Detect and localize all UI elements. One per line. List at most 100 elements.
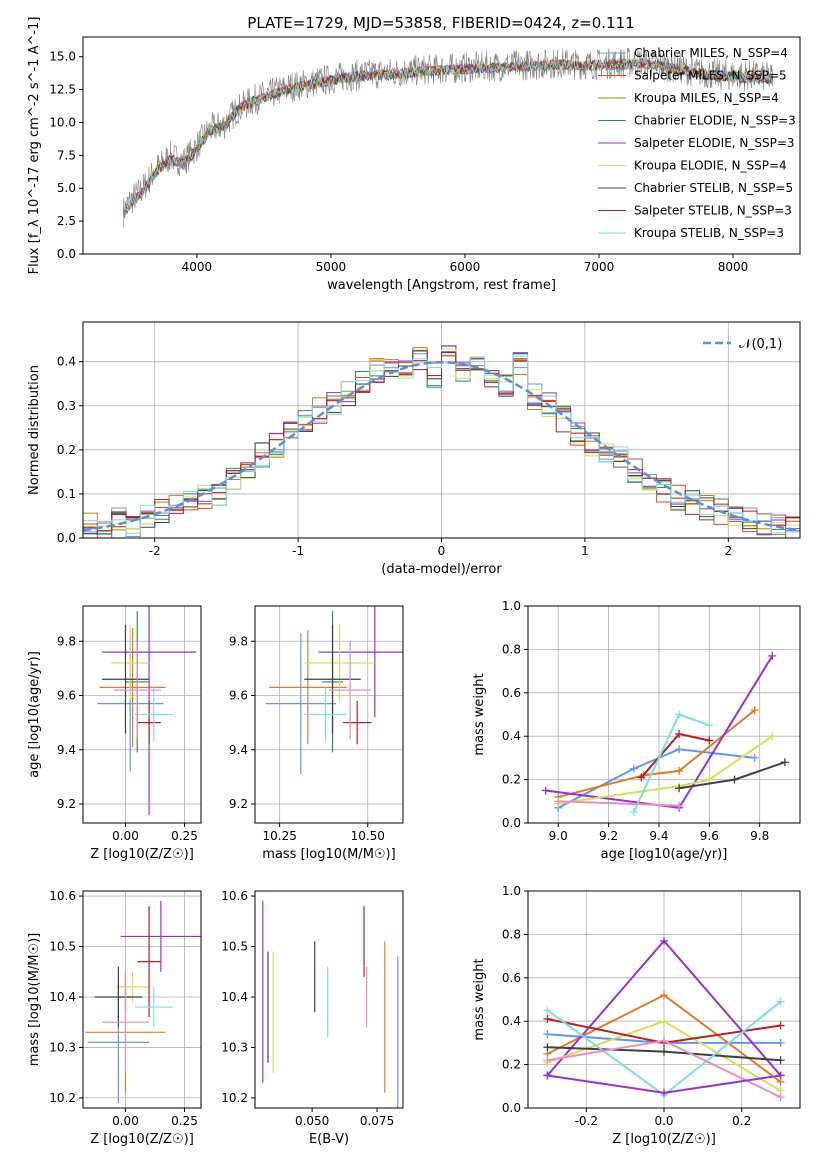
- weight-marker: [660, 1047, 668, 1056]
- x-tick-label: 0.00: [112, 1114, 139, 1128]
- y-tick-label: 0.6: [502, 686, 521, 700]
- y-tick-label: 2.5: [57, 214, 76, 228]
- x-tick-label: 9.6: [700, 829, 719, 843]
- x-tick-label: -1: [292, 544, 304, 558]
- legend-label: Chabrier ELODIE, N_SSP=3: [634, 114, 796, 128]
- weight-marker: [776, 997, 785, 1006]
- weight-marker: [543, 1015, 552, 1024]
- x-tick-label: 0.050: [295, 1114, 329, 1128]
- y-axis-label: Flux [f_λ 10^-17 erg cm^-2 s^-1 A^-1]: [27, 17, 42, 275]
- weight-marker: [637, 773, 646, 782]
- y-tick-label: 0.3: [57, 399, 76, 413]
- axes-frame: [82, 605, 202, 824]
- legend-label: Salpeter MILES, N_SSP=5: [634, 69, 787, 83]
- y-tick-label: 12.5: [49, 83, 76, 97]
- x-tick-label: 10.25: [262, 829, 296, 843]
- axes-frame: [254, 890, 404, 1109]
- y-tick-label: 0.4: [502, 1014, 521, 1028]
- x-tick-label: 2: [724, 544, 732, 558]
- y-tick-label: 10.5: [49, 940, 76, 954]
- y-tick-label: 0.2: [502, 773, 521, 787]
- x-tick-label: 9.4: [649, 829, 668, 843]
- y-tick-label: 10.6: [221, 889, 248, 903]
- x-tick-label: 9.2: [599, 829, 618, 843]
- x-axis-label: Z [log10(Z/Z☉)]: [90, 1132, 194, 1147]
- weight-marker: [750, 753, 759, 762]
- weight-line: [558, 735, 773, 805]
- x-tick-label: 10.50: [351, 829, 385, 843]
- y-tick-label: 10.4: [221, 990, 248, 1004]
- weight-marker: [730, 775, 739, 784]
- weight-marker: [750, 706, 759, 715]
- weight-marker: [780, 758, 789, 767]
- weight-marker: [629, 764, 638, 773]
- axes-frame: [82, 890, 202, 1109]
- y-tick-label: 0.4: [57, 355, 76, 369]
- plot-area: [122, 47, 774, 228]
- y-tick-label: 9.4: [57, 743, 76, 757]
- x-tick-label: 9.0: [549, 829, 568, 843]
- weight-marker: [660, 991, 668, 1000]
- weight-line: [678, 761, 786, 790]
- y-tick-label: 0.6: [502, 971, 521, 985]
- y-tick-label: 9.2: [229, 797, 248, 811]
- weight-marker: [675, 801, 684, 810]
- plot-area: [97, 606, 197, 815]
- axes-frame: [254, 605, 404, 824]
- legend-label: Kroupa MILES, N_SSP=4: [634, 91, 779, 105]
- panel-z-age: 0.00 0.25 9.2 9.4 9.6 9.8 Z [log10(Z/Z☉)] age […: [27, 605, 202, 862]
- plot-area: [262, 901, 399, 1108]
- y-axis-label: Normed distribution: [27, 365, 42, 495]
- plot-area: [541, 651, 789, 817]
- x-tick-label: 1: [581, 544, 589, 558]
- weight-marker: [629, 808, 638, 817]
- weight-marker: [660, 1088, 668, 1097]
- weight-marker: [705, 775, 714, 784]
- x-tick-label: 0.0: [654, 1114, 673, 1128]
- x-axis-label: (data-model)/error: [381, 562, 502, 577]
- y-tick-label: 10.4: [49, 990, 76, 1004]
- y-tick-label: 0.8: [502, 927, 521, 941]
- weight-line: [557, 709, 756, 798]
- y-axis-label: mass [log10(M/M☉)]: [27, 933, 42, 1066]
- y-tick-label: 10.2: [221, 1091, 248, 1105]
- weight-marker: [660, 1017, 668, 1026]
- x-tick-label: 0.2: [732, 1114, 751, 1128]
- y-tick-label: 1.0: [502, 599, 521, 613]
- y-tick-label: 10.6: [49, 889, 76, 903]
- y-tick-label: 10.3: [221, 1040, 248, 1054]
- x-tick-label: -2: [149, 544, 161, 558]
- weight-marker: [543, 1056, 552, 1065]
- weight-marker: [768, 732, 777, 741]
- x-tick-label: -0.2: [575, 1114, 598, 1128]
- x-tick-label: 8000: [718, 260, 749, 274]
- y-tick-label: 7.5: [57, 148, 76, 162]
- y-tick-label: 0.0: [502, 816, 521, 830]
- x-tick-label: 0.25: [171, 829, 198, 843]
- weight-marker: [543, 1043, 552, 1052]
- x-axis-label: age [log10(age/yr)]: [601, 847, 728, 862]
- y-tick-label: 9.8: [57, 634, 76, 648]
- legend-label: 𝒩(0,1): [739, 337, 782, 352]
- y-tick-label: 9.2: [57, 797, 76, 811]
- x-tick-label: 9.8: [750, 829, 769, 843]
- plot-area: [85, 901, 201, 1103]
- y-tick-label: 9.6: [229, 689, 248, 703]
- x-tick-label: 0.075: [360, 1114, 394, 1128]
- panel-spectrum: 4000 5000 6000 7000 8000 0.0 2.5 5.0 7.5 10.0 12.5…: [27, 17, 801, 293]
- y-tick-label: 0.0: [57, 531, 76, 545]
- weight-marker: [776, 1038, 785, 1047]
- weight-marker: [554, 797, 563, 806]
- weight-marker: [705, 721, 714, 730]
- weight-marker: [675, 710, 684, 719]
- legend-label: Kroupa ELODIE, N_SSP=4: [634, 159, 787, 173]
- y-tick-label: 10.0: [49, 115, 76, 129]
- weight-marker: [660, 936, 668, 945]
- x-axis-label: E(B-V): [309, 1132, 349, 1147]
- weight-marker: [675, 730, 684, 739]
- y-tick-label: 15.0: [49, 50, 76, 64]
- y-tick-label: 9.6: [57, 689, 76, 703]
- plot-area: [543, 936, 785, 1102]
- weight-marker: [705, 736, 714, 745]
